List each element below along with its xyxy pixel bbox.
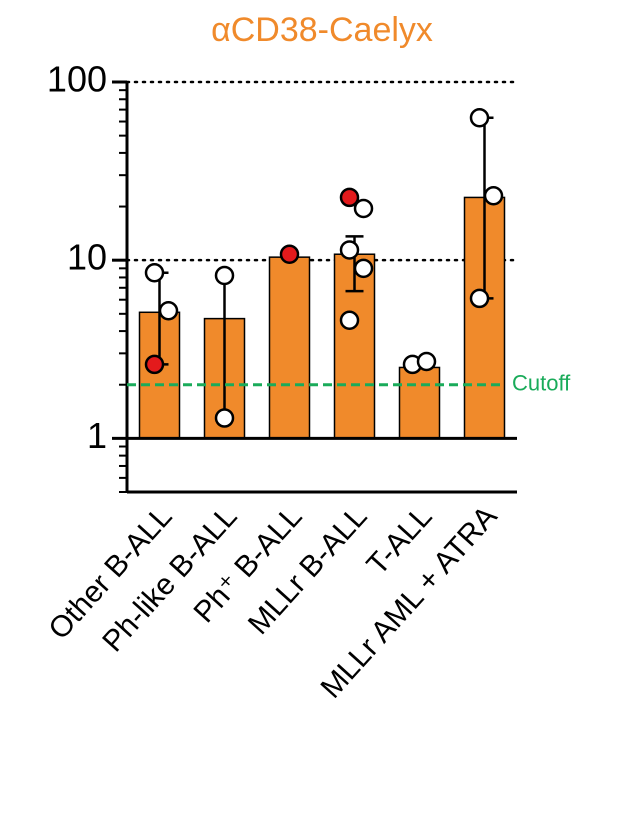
data-point (353, 198, 374, 219)
chart-title: αCD38-Caelyx (211, 11, 433, 49)
data-point (339, 240, 360, 260)
data-point (483, 185, 504, 206)
data-point (469, 288, 490, 309)
y-tick-label: 1 (87, 415, 107, 456)
data-point (339, 187, 360, 208)
data-point (416, 351, 437, 372)
data-point (339, 310, 360, 331)
bar (398, 366, 441, 440)
data-point (279, 244, 300, 264)
bar (268, 256, 311, 440)
data-point (214, 265, 235, 286)
data-point (353, 258, 374, 279)
data-point (469, 108, 490, 128)
data-point (214, 408, 235, 428)
y-tick-label: 100 (47, 59, 107, 100)
data-point (144, 263, 165, 283)
cutoff-label: Cutoff (512, 371, 571, 396)
data-point (144, 354, 165, 375)
y-tick-label: 10 (67, 237, 107, 278)
data-point (158, 301, 179, 321)
